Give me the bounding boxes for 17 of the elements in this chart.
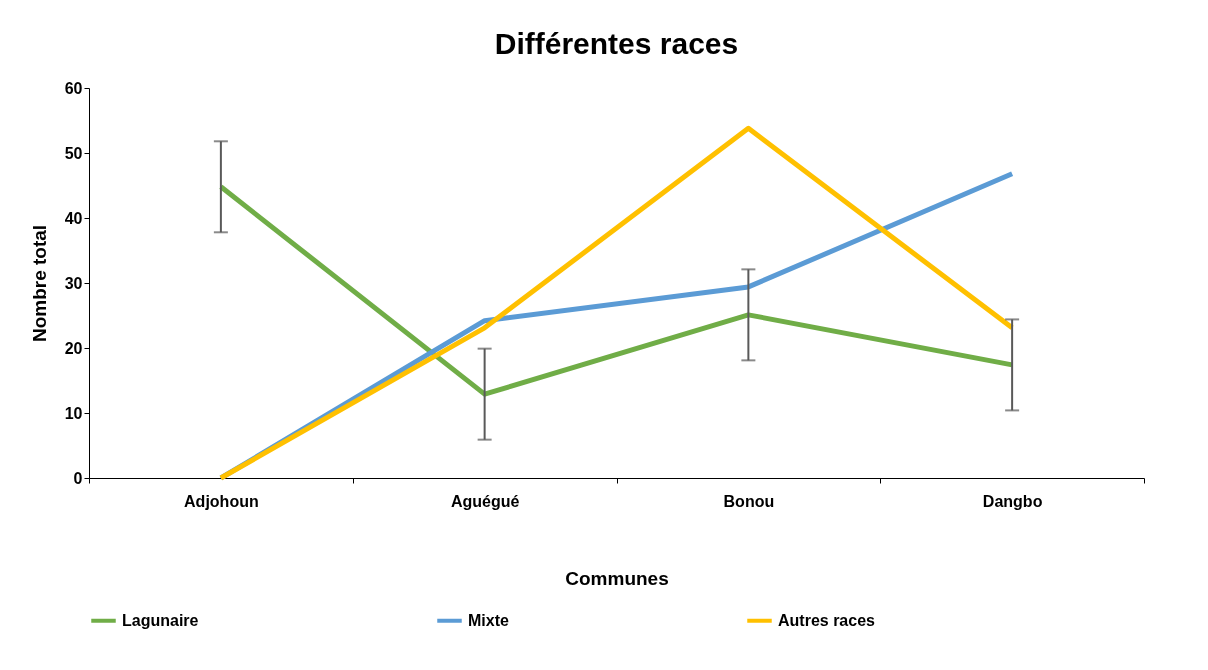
y-axis-title: Nombre total <box>28 224 50 343</box>
legend-label: Mixte <box>468 611 509 629</box>
x-axis-title: Communes <box>565 567 669 589</box>
y-tick-label: 40 <box>64 209 83 227</box>
y-tick-label: 10 <box>64 404 83 422</box>
y-tick-label: 20 <box>64 339 83 357</box>
legend-label: Lagunaire <box>122 611 199 629</box>
y-tick-label: 30 <box>64 274 83 292</box>
x-tick-label: Dangbo <box>982 492 1043 510</box>
x-tick-label: Bonou <box>723 492 775 510</box>
chart-title: Différentes races <box>494 27 739 60</box>
y-tick-label: 60 <box>64 79 83 97</box>
legend-label: Autres races <box>778 611 876 629</box>
x-tick-label: Aguégué <box>450 492 520 510</box>
y-tick-label: 50 <box>64 144 83 162</box>
y-tick-label: 0 <box>73 469 83 487</box>
x-tick-label: Adjohoun <box>184 492 259 510</box>
